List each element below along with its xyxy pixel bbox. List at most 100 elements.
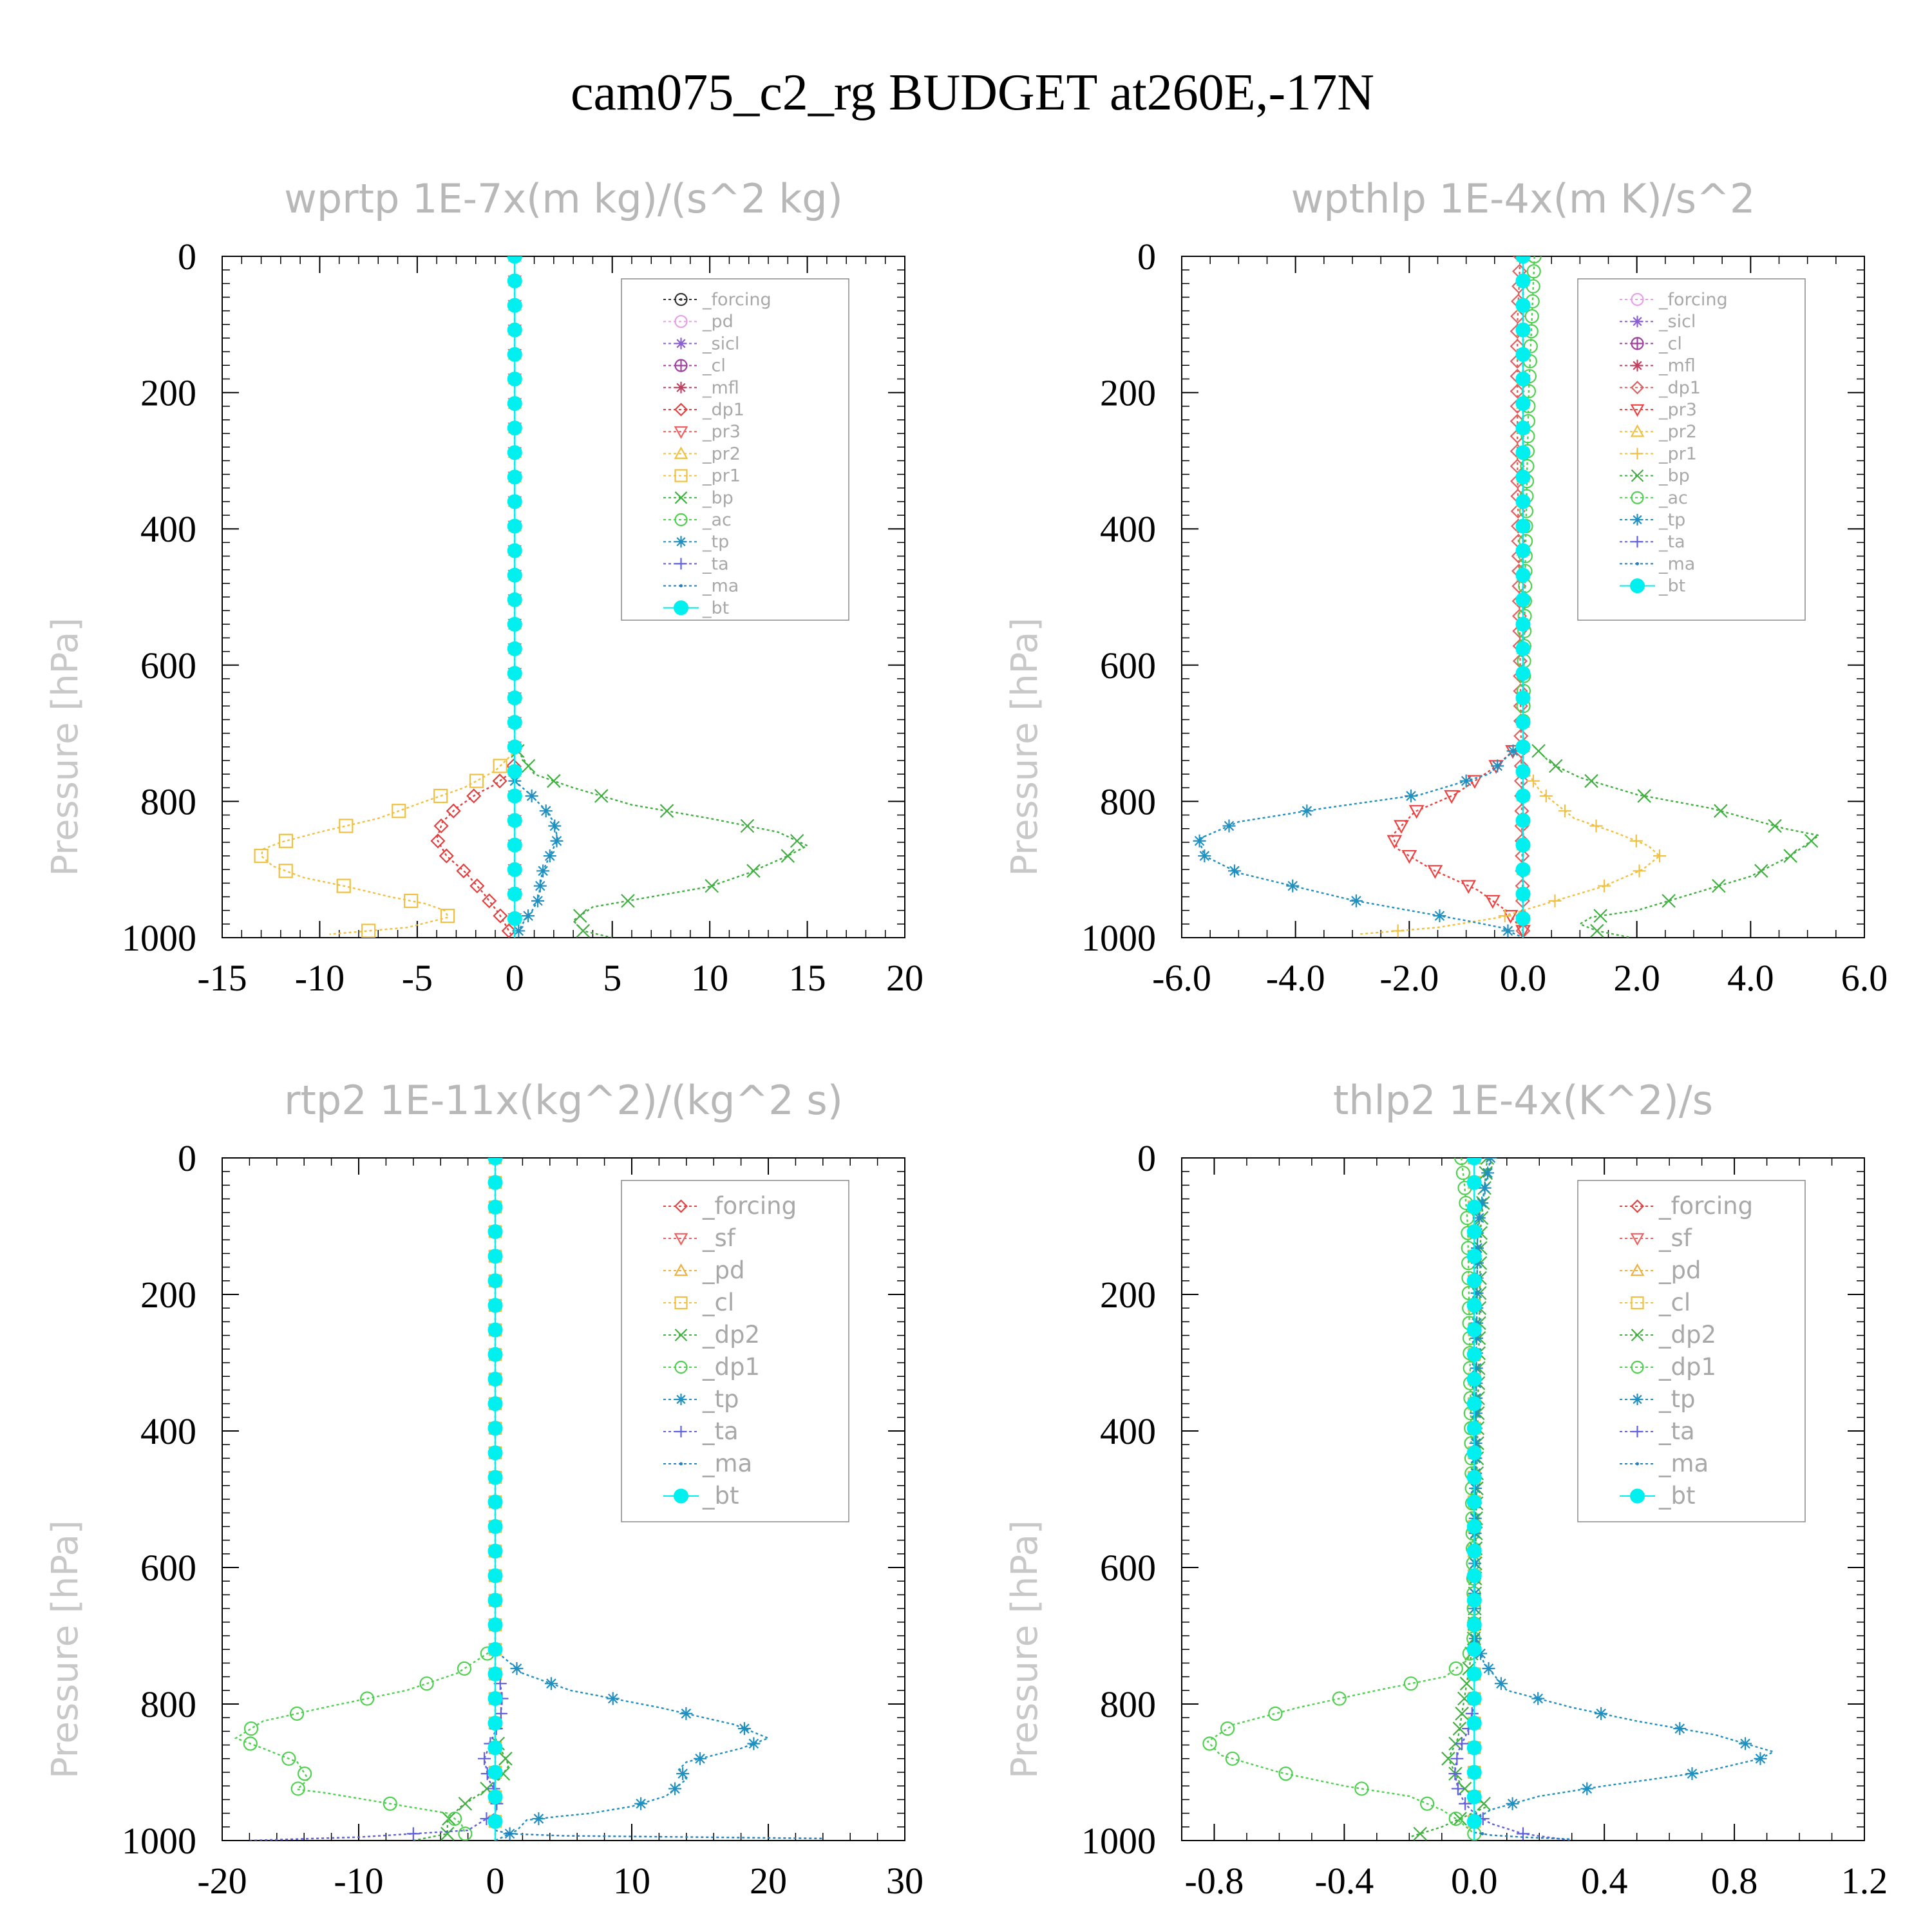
- data-point: [1804, 833, 1819, 848]
- x-tick-label: 20: [750, 1860, 787, 1902]
- data-point: [488, 1642, 503, 1657]
- legend-label: _cl: [702, 1289, 734, 1316]
- data-point: [1394, 820, 1409, 834]
- series-line: [234, 1652, 489, 1834]
- data-point: [1515, 813, 1531, 828]
- legend-label: _pd: [702, 1256, 744, 1284]
- legend-marker: [1631, 292, 1644, 307]
- y-tick-label: 0: [178, 1137, 196, 1179]
- data-point: [746, 864, 761, 878]
- data-point: [507, 788, 522, 804]
- legend-label: _bt: [1658, 1482, 1696, 1510]
- data-point: [1515, 739, 1531, 755]
- data-point: [533, 879, 547, 893]
- data-point: [488, 1158, 503, 1166]
- data-point: [507, 739, 522, 755]
- data-point: [1469, 1437, 1482, 1450]
- legend-label: _sicl: [1658, 312, 1696, 332]
- data-point: [521, 759, 536, 773]
- legend-marker: [674, 600, 688, 616]
- x-tick-label: 5: [603, 957, 621, 999]
- data-point: [1451, 1782, 1464, 1795]
- y-tick-label: 1000: [1081, 1820, 1156, 1862]
- x-tick-label: 0.4: [1581, 1860, 1628, 1902]
- data-point: [740, 819, 755, 833]
- data-point: [1404, 789, 1417, 802]
- data-point: [1491, 759, 1504, 773]
- x-tick-label: -10: [334, 1860, 383, 1902]
- data-point: [1633, 864, 1646, 878]
- data-point: [1548, 894, 1562, 907]
- data-point: [737, 1722, 751, 1736]
- data-point: [573, 909, 587, 923]
- data-point: [507, 543, 522, 558]
- data-point: [488, 1199, 503, 1215]
- data-point: [1349, 894, 1363, 907]
- data-point: [507, 256, 522, 264]
- data-point: [1198, 849, 1211, 863]
- data-point: [1466, 1617, 1482, 1633]
- data-point: [1515, 346, 1531, 362]
- data-point: [1517, 1827, 1530, 1841]
- series-line: [1358, 773, 1661, 935]
- legend-marker: [1630, 1233, 1645, 1246]
- data-point: [1549, 759, 1563, 773]
- data-point: [1515, 322, 1531, 337]
- data-point: [488, 1347, 503, 1362]
- legend-marker: [679, 1462, 683, 1466]
- data-point: [488, 1519, 503, 1534]
- legend-label: _pr3: [1658, 400, 1697, 420]
- data-point: [507, 715, 522, 730]
- legend-label: _sf: [1658, 1224, 1692, 1252]
- legend-marker: [1631, 359, 1643, 372]
- legend-label: _ma: [702, 1450, 752, 1477]
- x-tick-label: -5: [402, 957, 433, 999]
- legend-label: _forcing: [702, 290, 772, 310]
- data-point: [507, 469, 522, 485]
- legend-marker: [674, 426, 688, 439]
- series-tp: [1193, 744, 1524, 938]
- legend-marker: [1631, 1360, 1644, 1374]
- data-point: [494, 1707, 507, 1720]
- data-point: [488, 1814, 503, 1829]
- data-point: [492, 773, 507, 789]
- data-point: [1466, 1371, 1482, 1387]
- data-point: [1539, 789, 1553, 802]
- data-point: [507, 322, 522, 337]
- series-bt: [507, 256, 522, 938]
- legend-label: _pd: [702, 312, 734, 332]
- y-tick-label: 800: [1100, 781, 1156, 822]
- legend-label: _forcing: [702, 1192, 797, 1220]
- data-point: [1466, 1568, 1482, 1584]
- data-point: [536, 864, 550, 878]
- data-point: [1527, 256, 1542, 264]
- data-point: [1466, 1298, 1482, 1313]
- data-point: [488, 1593, 503, 1608]
- legend-label: _sf: [702, 1224, 736, 1252]
- figure-title: cam075_c2_rg BUDGET at260E,-17N: [571, 64, 1374, 121]
- data-point: [1401, 849, 1417, 864]
- data-point: [1515, 445, 1531, 460]
- data-point: [1468, 1511, 1482, 1525]
- chart-panel-4: thlp2 1E-4x(K^2)/s Pressure [hPa] -0.8 -0.4…: [1004, 1077, 1888, 1902]
- data-point: [1598, 879, 1611, 893]
- legend-label: _dp2: [1658, 1321, 1716, 1349]
- x-tick-label: 0: [506, 957, 524, 999]
- data-point: [1466, 1322, 1482, 1338]
- data-point: [1662, 894, 1676, 908]
- y-axis-label: Pressure [hPa]: [1004, 1520, 1046, 1779]
- data-point: [488, 1765, 503, 1780]
- data-point: [1471, 1241, 1484, 1255]
- data-point: [1558, 804, 1571, 818]
- data-point: [659, 804, 674, 818]
- legend-marker: [1631, 1394, 1643, 1405]
- legend: _forcing_pd_sicl_cl_mfl_dp1_pr3_pr2_pr1_…: [621, 278, 849, 621]
- data-point: [1470, 1406, 1483, 1420]
- series-bt: [1466, 1158, 1482, 1841]
- data-point: [1515, 715, 1531, 730]
- data-point: [1515, 273, 1531, 289]
- data-point: [1470, 1256, 1484, 1270]
- legend-label: _dp2: [702, 1321, 760, 1349]
- legend: _forcing _sf _pd _cl _dp2 _dp1 _tp _ta _ma _bt: [621, 1180, 849, 1522]
- plot-area: [1193, 256, 1821, 938]
